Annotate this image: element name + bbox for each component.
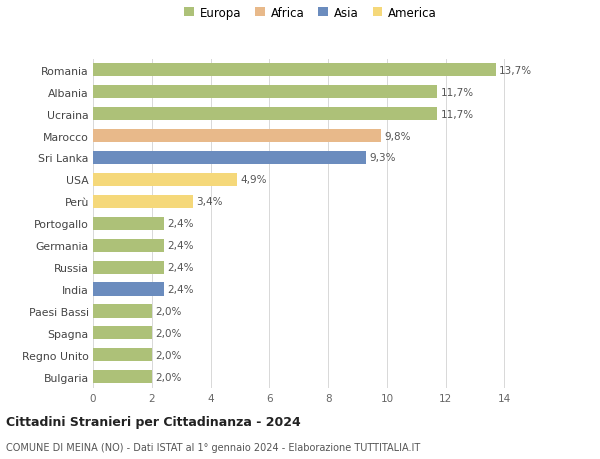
Text: 9,3%: 9,3% (370, 153, 397, 163)
Bar (93, 348, 152, 362)
Bar (93, 86, 437, 99)
Bar (93, 217, 164, 230)
Bar (93, 130, 381, 143)
Text: 2,0%: 2,0% (155, 350, 182, 360)
Bar (93, 196, 193, 208)
Text: 4,9%: 4,9% (241, 175, 267, 185)
Legend: Europa, Africa, Asia, America: Europa, Africa, Asia, America (184, 6, 437, 19)
Text: 13,7%: 13,7% (499, 66, 532, 76)
Text: 2,4%: 2,4% (167, 241, 194, 251)
Bar (93, 261, 164, 274)
Bar (93, 370, 152, 383)
Text: 11,7%: 11,7% (440, 88, 473, 97)
Bar (93, 64, 496, 77)
Text: 2,4%: 2,4% (167, 285, 194, 294)
Text: 2,0%: 2,0% (155, 328, 182, 338)
Text: 3,4%: 3,4% (196, 197, 223, 207)
Bar (93, 283, 164, 296)
Bar (93, 108, 437, 121)
Text: 11,7%: 11,7% (440, 109, 473, 119)
Text: 2,4%: 2,4% (167, 263, 194, 273)
Text: Cittadini Stranieri per Cittadinanza - 2024: Cittadini Stranieri per Cittadinanza - 2… (6, 415, 301, 428)
Text: 2,0%: 2,0% (155, 372, 182, 382)
Text: 2,0%: 2,0% (155, 306, 182, 316)
Bar (93, 174, 237, 186)
Text: 9,8%: 9,8% (385, 131, 411, 141)
Bar (93, 151, 367, 165)
Text: COMUNE DI MEINA (NO) - Dati ISTAT al 1° gennaio 2024 - Elaborazione TUTTITALIA.I: COMUNE DI MEINA (NO) - Dati ISTAT al 1° … (6, 442, 420, 452)
Bar (93, 239, 164, 252)
Text: 2,4%: 2,4% (167, 219, 194, 229)
Bar (93, 327, 152, 340)
Bar (93, 305, 152, 318)
